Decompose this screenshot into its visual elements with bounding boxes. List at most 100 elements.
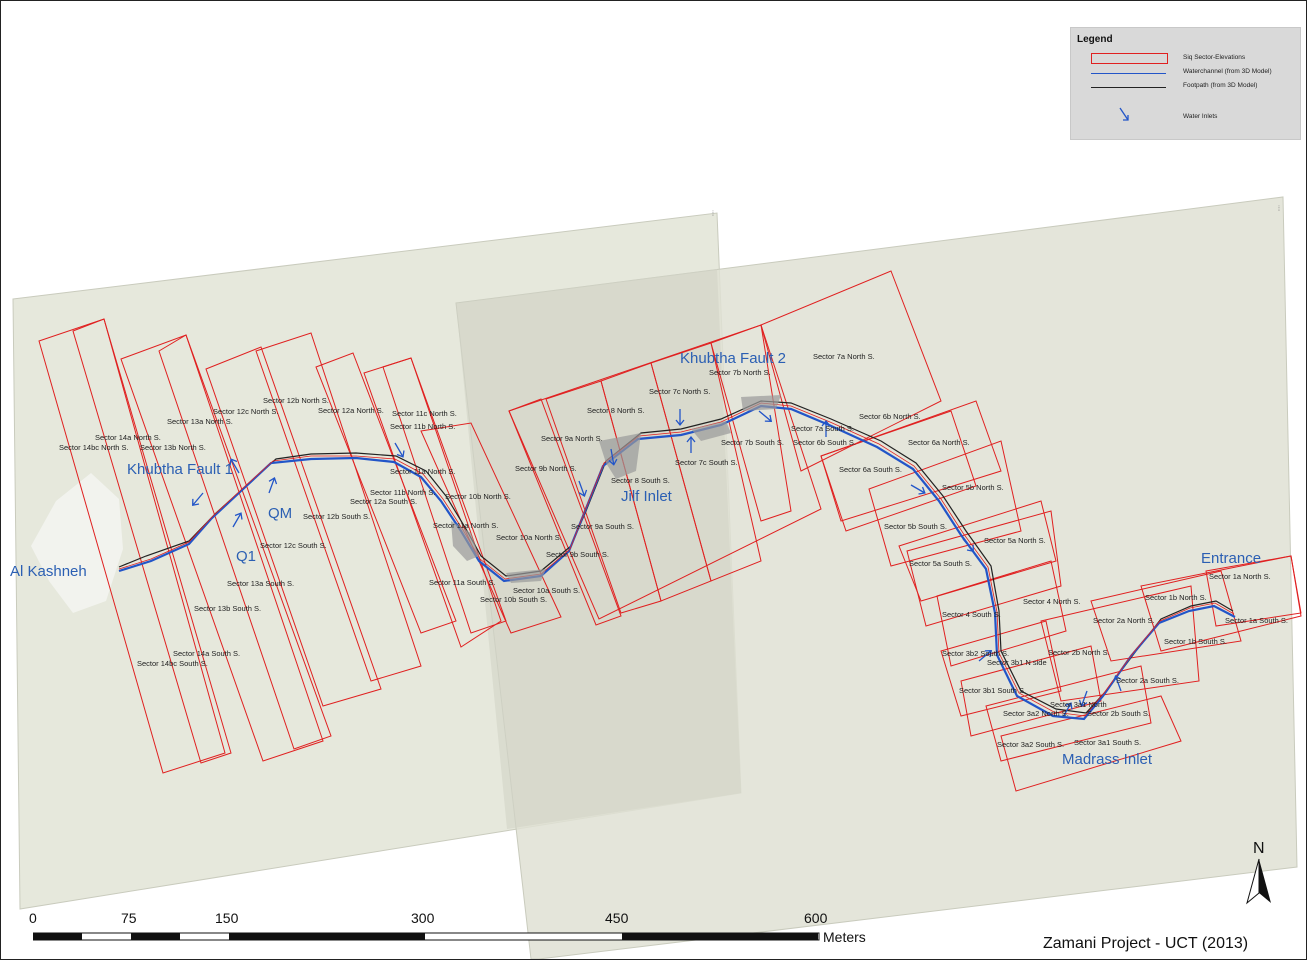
north-label: N: [1253, 840, 1265, 857]
sector-label: Sector 7b South S.: [721, 438, 784, 447]
arrow-icon: [686, 435, 696, 453]
arrow-icon: [232, 512, 243, 528]
scale-bar: [33, 932, 820, 941]
sector-label: Sector 9a South S.: [571, 522, 634, 531]
place-label-khubtha-fault-2: Khubtha Fault 2: [680, 350, 786, 367]
sector-label: Sector 5a North S.: [984, 536, 1046, 545]
place-label-madrass-inlet: Madrass Inlet: [1062, 751, 1153, 768]
place-label-al-kashneh: Al Kashneh: [10, 563, 87, 580]
sector-label: Sector 13a North S.: [167, 417, 233, 426]
water-inlet-arrows: [192, 409, 1122, 718]
scree-areas: [451, 395, 781, 583]
sector-label: Sector 3a1 South S.: [1074, 738, 1141, 747]
sector-elevation-rectangles: [38, 270, 1302, 792]
sector-label: Sector 1a North S.: [1209, 572, 1271, 581]
arrow-icon: [1112, 674, 1122, 692]
sector-label: Sector 7b North S.: [709, 368, 771, 377]
sector-label: Sector 4 South S.: [942, 610, 1001, 619]
sector-label: Sector 5a South S.: [909, 559, 972, 568]
sector-label: Sector 10a North S.: [496, 533, 562, 542]
sector-label: Sector 2b South S.: [1087, 709, 1150, 718]
arrow-icon: [192, 492, 204, 507]
legend-item-label: Waterchannel (from 3D Model): [1183, 68, 1272, 75]
sector-label: Sector 11c North S.: [392, 409, 457, 418]
sector-label: Sector 10a South S.: [513, 586, 580, 595]
north-arrow-icon: N: [1246, 840, 1271, 905]
sector-label: Sector 1b South S.: [1164, 637, 1227, 646]
scale-tick-label: 150: [215, 910, 239, 926]
arrow-icon: [608, 448, 618, 466]
sector-label: Sector 14bc North S.: [59, 443, 129, 452]
sector-label: Sector 7c South S.: [675, 458, 738, 467]
scale-tick-label: 450: [605, 910, 629, 926]
arrow-icon: [1062, 702, 1073, 718]
arrow-icon: [268, 476, 278, 494]
sector-labels: Sector 14a North S. Sector 14bc North S.…: [59, 352, 1288, 749]
sector-label: Sector 8 South S.: [611, 476, 670, 485]
arrow-icon: [758, 410, 773, 422]
arrow-icon: [978, 650, 993, 662]
legend-item-footpath: Footpath (from 3D Model): [1071, 81, 1300, 95]
place-label-khubtha-fault-1: Khubtha Fault 1: [127, 461, 233, 478]
al-kashneh-rock-outcrop: [31, 473, 123, 613]
sector-label: Sector 13b North S.: [140, 443, 206, 452]
sector-label: Sector 11b North S.: [390, 422, 455, 431]
sector-label: Sector 6b South S.: [793, 438, 856, 447]
scale-tick-label: 75: [121, 910, 137, 926]
arrow-icon: [962, 538, 974, 553]
arrow-icon: [675, 409, 685, 427]
black-line-icon: [1091, 87, 1166, 88]
legend-item-waterchannel: Waterchannel (from 3D Model): [1071, 67, 1300, 81]
legend-item-sector-elevations: Siq Sector-Elevations: [1071, 53, 1300, 67]
arrow-icon: [229, 458, 240, 474]
sector-label: Sector 1b North S.: [1145, 593, 1207, 602]
sector-label: Sector 12a North S.: [318, 406, 384, 415]
sector-label: Sector 4 North S.: [1023, 597, 1081, 606]
footpath-line: [118, 400, 1234, 714]
sector-label: Sector 13b South S.: [194, 604, 261, 613]
legend-item-label: Water Inlets: [1183, 113, 1218, 120]
red-rectangle-icon: [1091, 53, 1168, 64]
arrow-icon: [1078, 690, 1088, 708]
sector-label: Sector 12c North S.: [213, 407, 278, 416]
scale-tick-label: 0: [29, 910, 37, 926]
arrow-icon: [821, 419, 831, 437]
credit-text: Zamani Project - UCT (2013): [1043, 935, 1249, 952]
sector-label: Sector 10b South S.: [480, 595, 547, 604]
sector-label: Sector 6a North S.: [908, 438, 970, 447]
sector-label: Sector 3b2 South S.: [942, 649, 1009, 658]
sector-label: Sector 6b North S.: [859, 412, 921, 421]
sector-label: Sector 12b South S.: [303, 512, 370, 521]
sector-label: Sector 12a South S.: [350, 497, 417, 506]
sector-label: Sector 3a2 North S.: [1003, 709, 1069, 718]
arrow-icon: [1119, 107, 1129, 121]
sector-label: Sector 9b North S.: [515, 464, 577, 473]
scale-unit: Meters: [823, 929, 866, 945]
sector-label: Sector 3b1 N side: [987, 658, 1047, 667]
sector-label: Sector 3a1 North: [1050, 700, 1107, 709]
sector-label: Sector 14a North S.: [95, 433, 161, 442]
sector-label: Sector 5b South S.: [884, 522, 947, 531]
sector-label: Sector 14a South S.: [173, 649, 240, 658]
sector-label: Sector 5b North S.: [942, 483, 1004, 492]
arrow-icon: [910, 484, 926, 495]
sector-label: Sector 1a South S.: [1225, 616, 1288, 625]
legend-box: Legend Siq Sector-Elevations Waterchanne…: [1070, 27, 1301, 140]
sector-label: Sector 12b North S.: [263, 396, 329, 405]
scale-tick-label: 600: [804, 910, 828, 926]
sector-label: Sector 9b South S.: [546, 550, 609, 559]
scale-tick-label: 300: [411, 910, 435, 926]
sector-label: Sector 2b North S.: [1048, 648, 1110, 657]
place-label-q1: Q1: [236, 548, 256, 565]
sector-label: Sector 9a North S.: [541, 434, 603, 443]
arrow-icon: [394, 442, 405, 458]
legend-item-water-inlets: Water Inlets: [1071, 106, 1300, 128]
place-label-qm: QM: [268, 505, 292, 522]
legend-title: Legend: [1077, 34, 1113, 45]
place-label-entrance: Entrance: [1201, 550, 1261, 567]
sector-label: Sector 13a South S.: [227, 579, 294, 588]
sector-label: Sector 11a North S.: [433, 521, 498, 530]
sector-label: Sector 7c North S.: [649, 387, 710, 396]
